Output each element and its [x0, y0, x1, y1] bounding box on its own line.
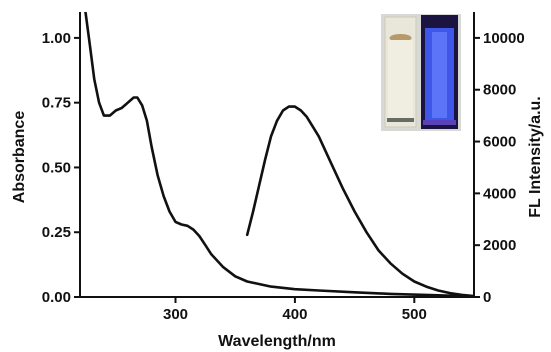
y-right-tick-label: 8000 [483, 82, 516, 99]
y-left-tick-label: 0.75 [42, 95, 71, 112]
x-tick-label: 400 [282, 306, 307, 323]
uv-glow-center [432, 32, 447, 118]
y-left-tick-label: 1.00 [42, 30, 71, 47]
inset-cuvette-photo [381, 14, 461, 131]
y-left-tick-label: 0.00 [42, 289, 71, 306]
daylight-base [387, 118, 414, 122]
y-right-tick-label: 0 [483, 289, 491, 306]
series-group [84, 12, 474, 297]
daylight-solution [388, 40, 413, 118]
y-right-tick-label: 4000 [483, 185, 516, 202]
y-left-tick-label: 0.25 [42, 224, 71, 241]
x-tick-label: 300 [163, 306, 188, 323]
y-left-tick-label: 0.50 [42, 159, 71, 176]
y-right-axis-title: FL Intensity/a.u. [527, 96, 544, 218]
y-left-axis-title: Absorbance [11, 111, 28, 204]
ticks-group: 300 400 500 0.00 0.25 0.50 0.75 1.00 0 2000 4000 60… [42, 30, 525, 323]
y-right-tick-label: 6000 [483, 134, 516, 151]
fl-intensity-line [245, 105, 474, 297]
y-right-tick-label: 10000 [483, 30, 525, 47]
x-tick-label: 500 [402, 306, 427, 323]
y-right-tick-label: 2000 [483, 237, 516, 254]
uv-base [423, 120, 456, 125]
x-axis-title: Wavelength/nm [218, 333, 336, 350]
absorbance-line [84, 12, 474, 297]
